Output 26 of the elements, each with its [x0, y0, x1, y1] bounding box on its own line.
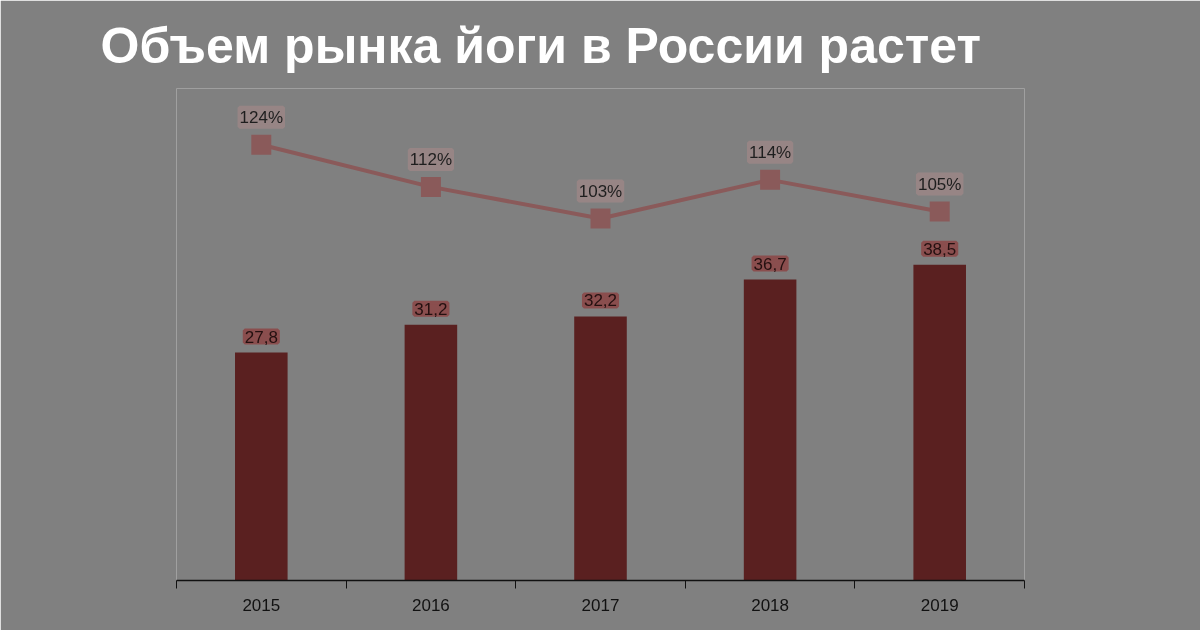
point [251, 134, 272, 155]
data-label: 103% [578, 181, 623, 201]
point [760, 169, 781, 190]
x-tick-label: 2015 [242, 595, 281, 615]
point [929, 201, 950, 222]
data-label: 105% [917, 174, 962, 194]
data-label: 27,8 [244, 327, 278, 347]
bar [574, 316, 627, 581]
point [420, 176, 441, 197]
x-tick-label: 2016 [411, 595, 450, 615]
data-label: 38,5 [923, 239, 957, 259]
x-tick-label: 2018 [751, 595, 790, 615]
chart-title: Объем рынка йоги в России растет [100, 17, 981, 74]
data-label: 114% [748, 142, 792, 162]
x-tick-label: 2017 [581, 595, 620, 615]
bar [913, 264, 966, 581]
data-label: 124% [239, 107, 284, 127]
bar [743, 279, 797, 581]
point [590, 208, 611, 229]
x-tick-label: 2019 [920, 595, 959, 615]
bar [235, 352, 288, 581]
data-label: 32,2 [583, 291, 618, 311]
data-label: 31,2 [414, 299, 448, 319]
data-label: 36,7 [753, 254, 787, 274]
data-label: 112% [409, 149, 453, 169]
bar [404, 324, 458, 581]
